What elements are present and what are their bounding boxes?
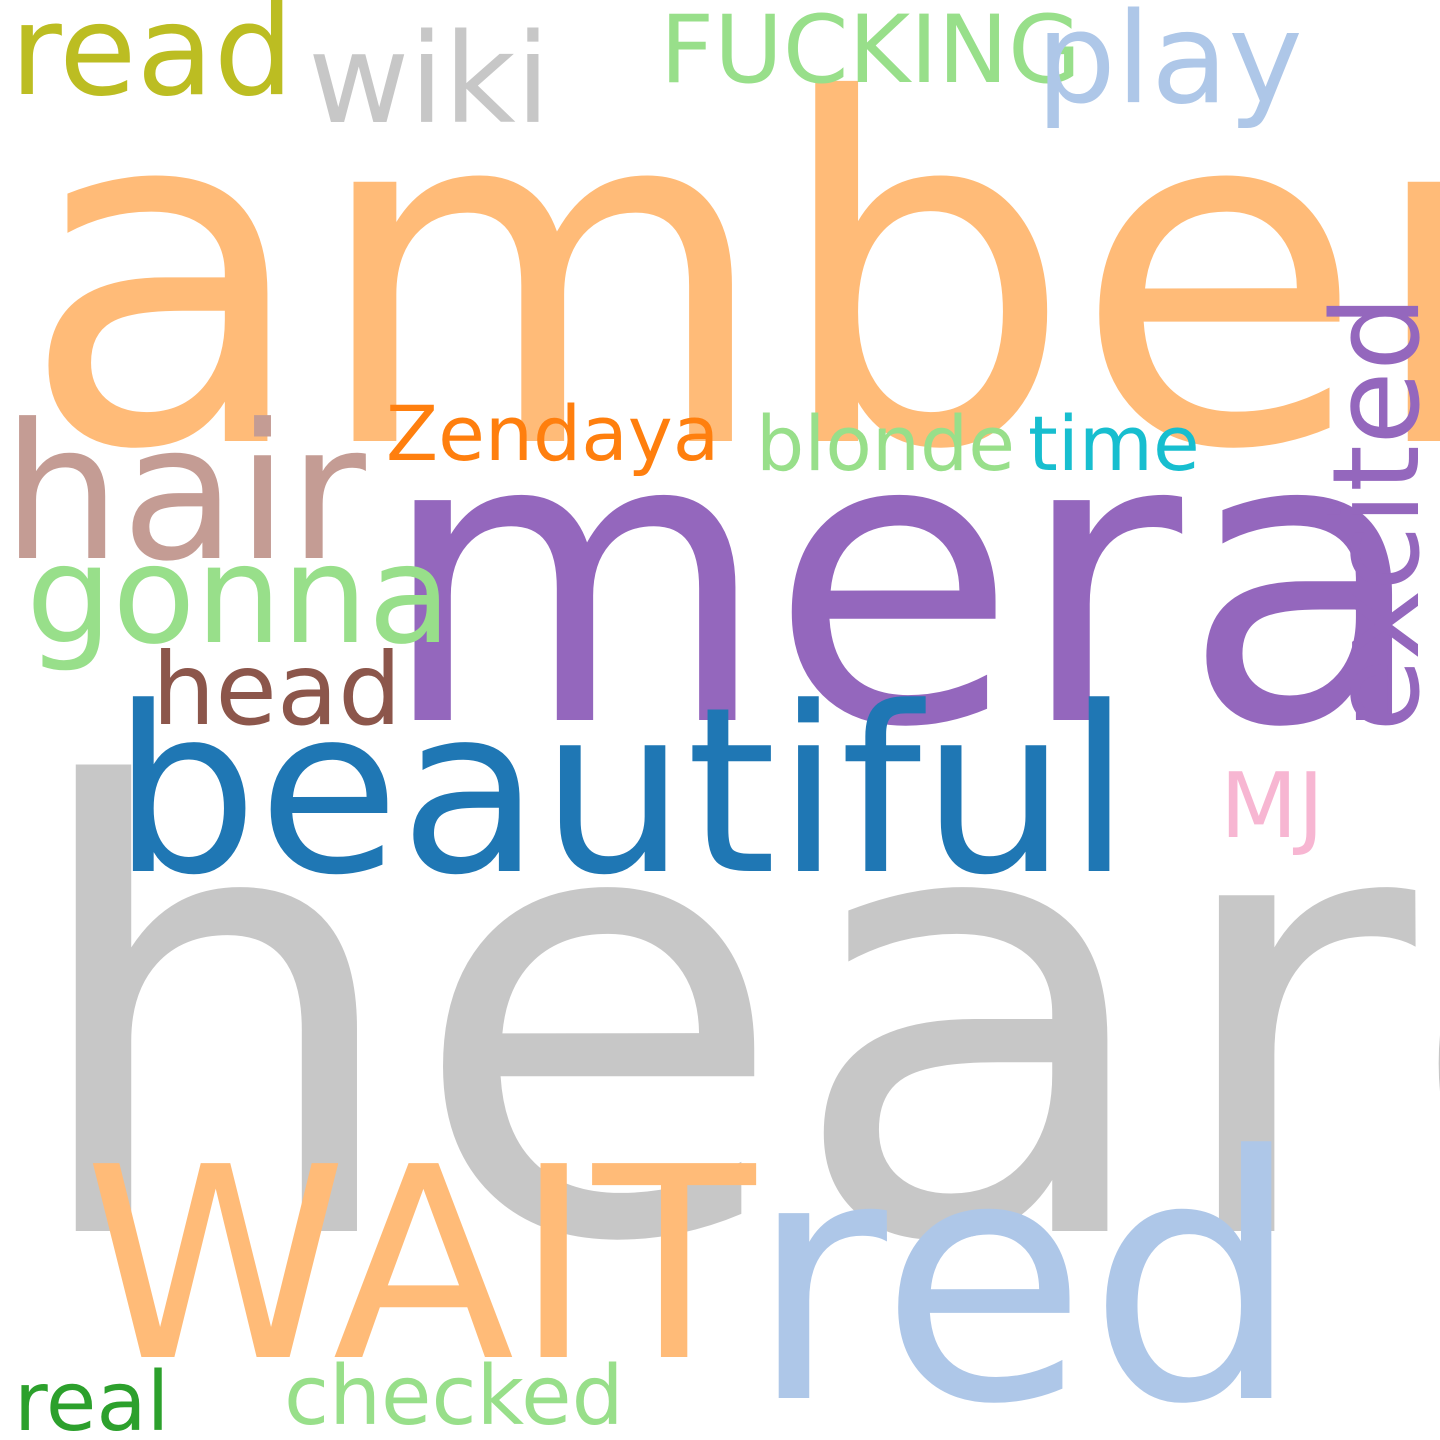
word-wait: WAIT xyxy=(84,1110,756,1420)
word-red: red xyxy=(748,1084,1303,1440)
word-fucking: FUCKING xyxy=(660,0,1082,105)
word-play: play xyxy=(1036,0,1303,132)
word-time: time xyxy=(1028,399,1200,488)
word-zendaya: Zendaya xyxy=(386,389,720,478)
word-beautiful: beautiful xyxy=(112,659,1131,926)
word-excited: excited xyxy=(1308,295,1440,732)
word-checked: checked xyxy=(284,1349,624,1440)
word-heard: heard xyxy=(20,661,1440,1376)
word-head: head xyxy=(152,631,402,748)
word-gonna: gonna xyxy=(26,517,452,675)
word-real: real xyxy=(14,1355,170,1440)
word-blonde: blonde xyxy=(756,399,1016,488)
word-mera: mera xyxy=(378,347,1429,815)
word-read: read xyxy=(10,0,294,124)
word-hair: hair xyxy=(2,384,366,603)
word-amber: amber xyxy=(20,1,1440,553)
word-wiki: wiki xyxy=(308,8,551,152)
word-mj: MJ xyxy=(1220,754,1325,859)
